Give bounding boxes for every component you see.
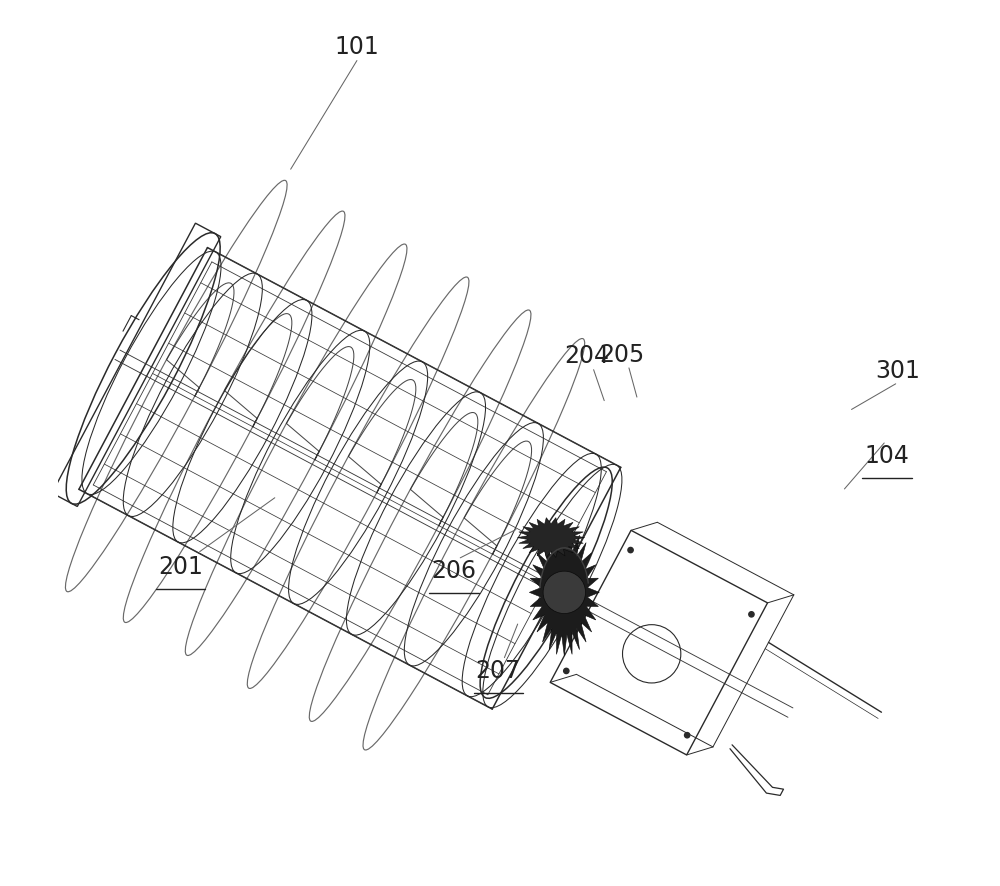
- Text: 301: 301: [875, 359, 920, 383]
- Circle shape: [749, 611, 754, 617]
- Text: 205: 205: [599, 343, 645, 367]
- Polygon shape: [517, 517, 585, 557]
- Text: 101: 101: [335, 35, 379, 59]
- Circle shape: [685, 733, 690, 738]
- Text: 206: 206: [432, 559, 477, 583]
- Text: 104: 104: [864, 444, 909, 468]
- Text: 201: 201: [158, 555, 203, 579]
- Circle shape: [628, 548, 633, 553]
- Circle shape: [543, 571, 586, 613]
- Text: 207: 207: [476, 659, 521, 683]
- Polygon shape: [529, 529, 599, 656]
- Text: 204: 204: [564, 345, 609, 369]
- Circle shape: [564, 668, 569, 673]
